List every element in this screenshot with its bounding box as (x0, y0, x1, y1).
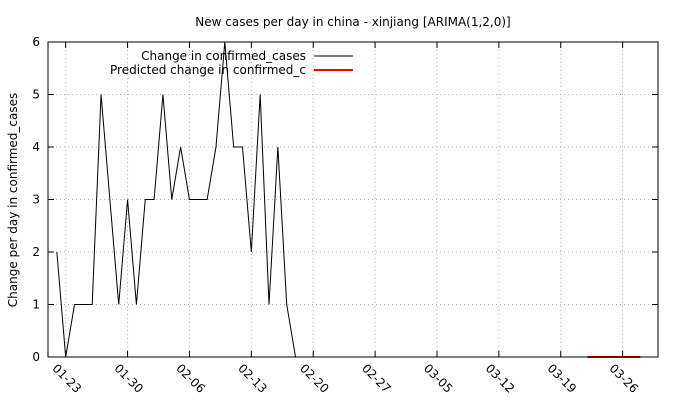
x-tick-label: 02-06 (173, 361, 208, 396)
x-tick-label: 03-19 (545, 361, 580, 396)
x-tick-label: 01-30 (111, 361, 146, 396)
legend-label: Change in confirmed_cases (141, 49, 306, 63)
chart-title: New cases per day in china - xinjiang [A… (195, 15, 511, 29)
x-tick-label: 03-12 (483, 361, 518, 396)
y-tick-label: 3 (32, 193, 40, 207)
x-tick-label: 03-05 (421, 361, 456, 396)
series-line-actual (56, 41, 297, 358)
y-tick-label: 4 (32, 140, 40, 154)
x-tick-label: 02-27 (359, 361, 394, 396)
x-tick-label: 01-23 (50, 361, 85, 396)
y-tick-label: 5 (32, 88, 40, 102)
x-tick-label: 03-26 (607, 361, 642, 396)
x-tick-label: 02-13 (235, 361, 270, 396)
y-tick-label: 2 (32, 245, 40, 259)
y-tick-label: 1 (32, 298, 40, 312)
x-tick-label: 02-20 (297, 361, 332, 396)
y-tick-label: 6 (32, 35, 40, 49)
y-tick-label: 0 (32, 350, 40, 364)
y-axis-label: Change per day in confirmed_cases (6, 93, 20, 308)
grid (48, 42, 658, 357)
legend-label: Predicted change in confirmed_c (110, 63, 306, 77)
plot-frame (47, 41, 659, 358)
